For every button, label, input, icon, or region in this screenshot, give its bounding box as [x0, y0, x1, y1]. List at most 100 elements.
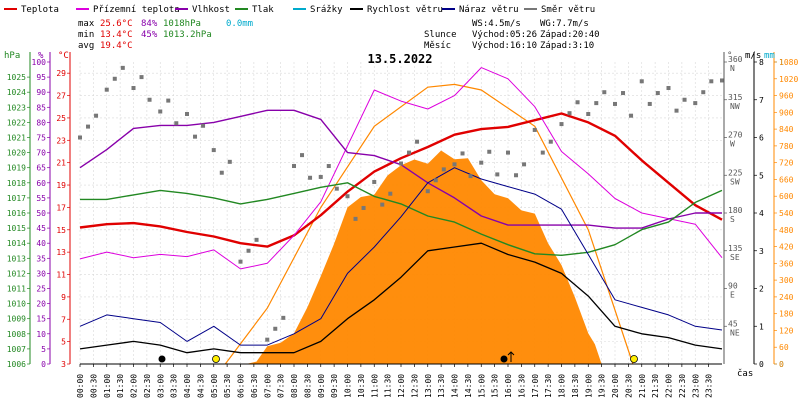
wind-direction-point: [211, 148, 216, 153]
wind-direction-point: [655, 91, 660, 96]
pressure-axis-tick-label: 1018: [7, 179, 26, 188]
wind-direction-point: [506, 150, 510, 155]
temperature-axis-tick-label: 23: [56, 136, 66, 145]
wind-direction-point: [193, 134, 198, 139]
chart-title: 13.5.2022: [367, 52, 432, 66]
pressure-axis-tick-label: 1016: [7, 209, 26, 218]
wind-direction-point: [246, 248, 251, 253]
x-tick-label: 05:00: [210, 374, 219, 398]
direction-axis-tick-label: S: [730, 215, 735, 224]
wind-direction-point: [495, 172, 500, 177]
stats-max-hum: 84%: [141, 19, 158, 29]
humidity-axis-tick-label: 5: [41, 345, 46, 354]
legend-label: Srážky: [310, 5, 343, 15]
pressure-axis-tick-label: 1022: [7, 118, 26, 127]
direction-axis-tick-label: 90: [728, 282, 738, 291]
stats-max-label: max: [78, 19, 95, 29]
x-tick-label: 19:30: [598, 374, 607, 398]
x-tick-label: 00:00: [76, 374, 85, 398]
wind-speed-axis-tick-label: 3: [759, 247, 764, 256]
solar-axis-tick-label: 0: [779, 360, 784, 369]
wind-direction-point: [174, 121, 179, 126]
wind-direction-point: [139, 75, 144, 80]
wind-direction-point: [201, 123, 206, 128]
humidity-axis-tick-label: 20: [36, 300, 46, 309]
wind-direction-point: [219, 170, 224, 175]
stats-min-label: min: [78, 30, 94, 40]
solar-axis-tick-label: 780: [779, 142, 794, 151]
direction-axis-tick-label: E: [730, 291, 735, 300]
stats-max-temp: 25.6°C: [100, 19, 133, 29]
x-tick-label: 17:00: [531, 374, 540, 398]
wind-direction-point: [399, 161, 403, 166]
moonrise-marker: [500, 355, 508, 363]
humidity-axis-tick-label: 100: [32, 58, 47, 67]
wind-direction-point: [334, 186, 339, 191]
wind-direction-point: [86, 124, 91, 129]
x-tick-label: 10:30: [357, 374, 366, 398]
x-tick-label: 06:30: [250, 374, 259, 398]
solar-axis-tick-label: 420: [779, 243, 794, 252]
x-tick-label: 01:30: [116, 374, 125, 398]
wind-direction-point: [372, 179, 377, 184]
wind-ws: WS:4.5m/s: [472, 19, 521, 29]
wind-direction-point: [639, 79, 644, 84]
axes: 1006100710081009101010111012101310141015…: [7, 52, 798, 369]
solar-axis-tick-label: 300: [779, 276, 794, 285]
wind-direction-point: [300, 153, 305, 158]
wind-direction-point: [78, 135, 82, 140]
x-tick-label: 00:30: [89, 374, 98, 398]
wind-direction-point: [254, 237, 259, 242]
pressure-axis-tick-label: 1012: [7, 269, 26, 278]
pressure-axis-tick-label: 1019: [7, 164, 26, 173]
series-line-p-zemn-teplota: [79, 67, 723, 270]
solar-axis-tick-label: 60: [779, 343, 789, 352]
humidity-axis-tick-label: 75: [36, 134, 46, 143]
event-markers: [158, 351, 638, 363]
x-tick-label: 12:30: [410, 374, 419, 398]
wind-direction-point: [265, 337, 270, 342]
wind-direction-point: [682, 97, 687, 102]
wind-direction-point: [292, 164, 296, 169]
wind-direction-point: [559, 122, 564, 127]
temperature-axis-tick-label: 3: [61, 360, 66, 369]
x-tick-label: 08:30: [303, 374, 312, 398]
pressure-axis-tick-label: 1013: [7, 254, 26, 263]
wind-direction-point: [460, 151, 465, 156]
direction-axis-tick-label: 225: [728, 168, 743, 177]
humidity-axis-tick-label: 95: [36, 73, 46, 82]
wind-direction-point: [415, 139, 420, 144]
sunset-marker: [630, 355, 638, 363]
wind-direction-point: [94, 113, 99, 118]
pressure-axis-tick-label: 1008: [7, 330, 26, 339]
wind-direction-point: [120, 65, 125, 70]
temperature-axis-tick-label: 19: [56, 181, 66, 190]
sun-label: Slunce: [424, 30, 457, 40]
direction-axis-tick-label: SW: [730, 177, 740, 186]
wind-speed-axis-tick-label: 4: [759, 209, 764, 218]
wind-direction-point: [166, 98, 171, 103]
solar-axis-tick-label: 360: [779, 259, 794, 268]
wind-direction-point: [674, 108, 679, 113]
pressure-axis-tick-label: 1017: [7, 194, 26, 203]
x-tick-label: 22:30: [678, 374, 687, 398]
wind-direction-point: [273, 326, 278, 331]
x-tick-label: 14:30: [464, 374, 473, 398]
wind-direction-point: [468, 174, 473, 179]
wind-speed-axis-tick-label: 1: [759, 322, 764, 331]
wind-speed-axis-tick-label: 7: [759, 96, 764, 105]
temperature-axis-tick-label: 7: [61, 315, 66, 324]
stats-avg-temp: 19.4°C: [100, 41, 133, 51]
wind-direction-point: [104, 87, 109, 92]
wind-direction-point: [425, 189, 430, 194]
x-tick-label: 20:00: [611, 374, 620, 398]
humidity-axis-tick-label: 60: [36, 179, 46, 188]
wind-direction-point: [452, 162, 457, 167]
wind-direction-point: [353, 216, 358, 221]
wind-speed-axis-tick-label: 8: [759, 58, 764, 67]
x-ticks: 00:00 00:30 01:00 01:30 02:00 02:30 03:00 03:30…: [76, 364, 714, 398]
stats-max-press: 1018hPa: [163, 19, 201, 29]
legend: Teplota Přízemní teplota Vlhkost Tlak Srážky…: [4, 5, 595, 15]
temperature-axis-tick-label: 5: [61, 338, 66, 347]
